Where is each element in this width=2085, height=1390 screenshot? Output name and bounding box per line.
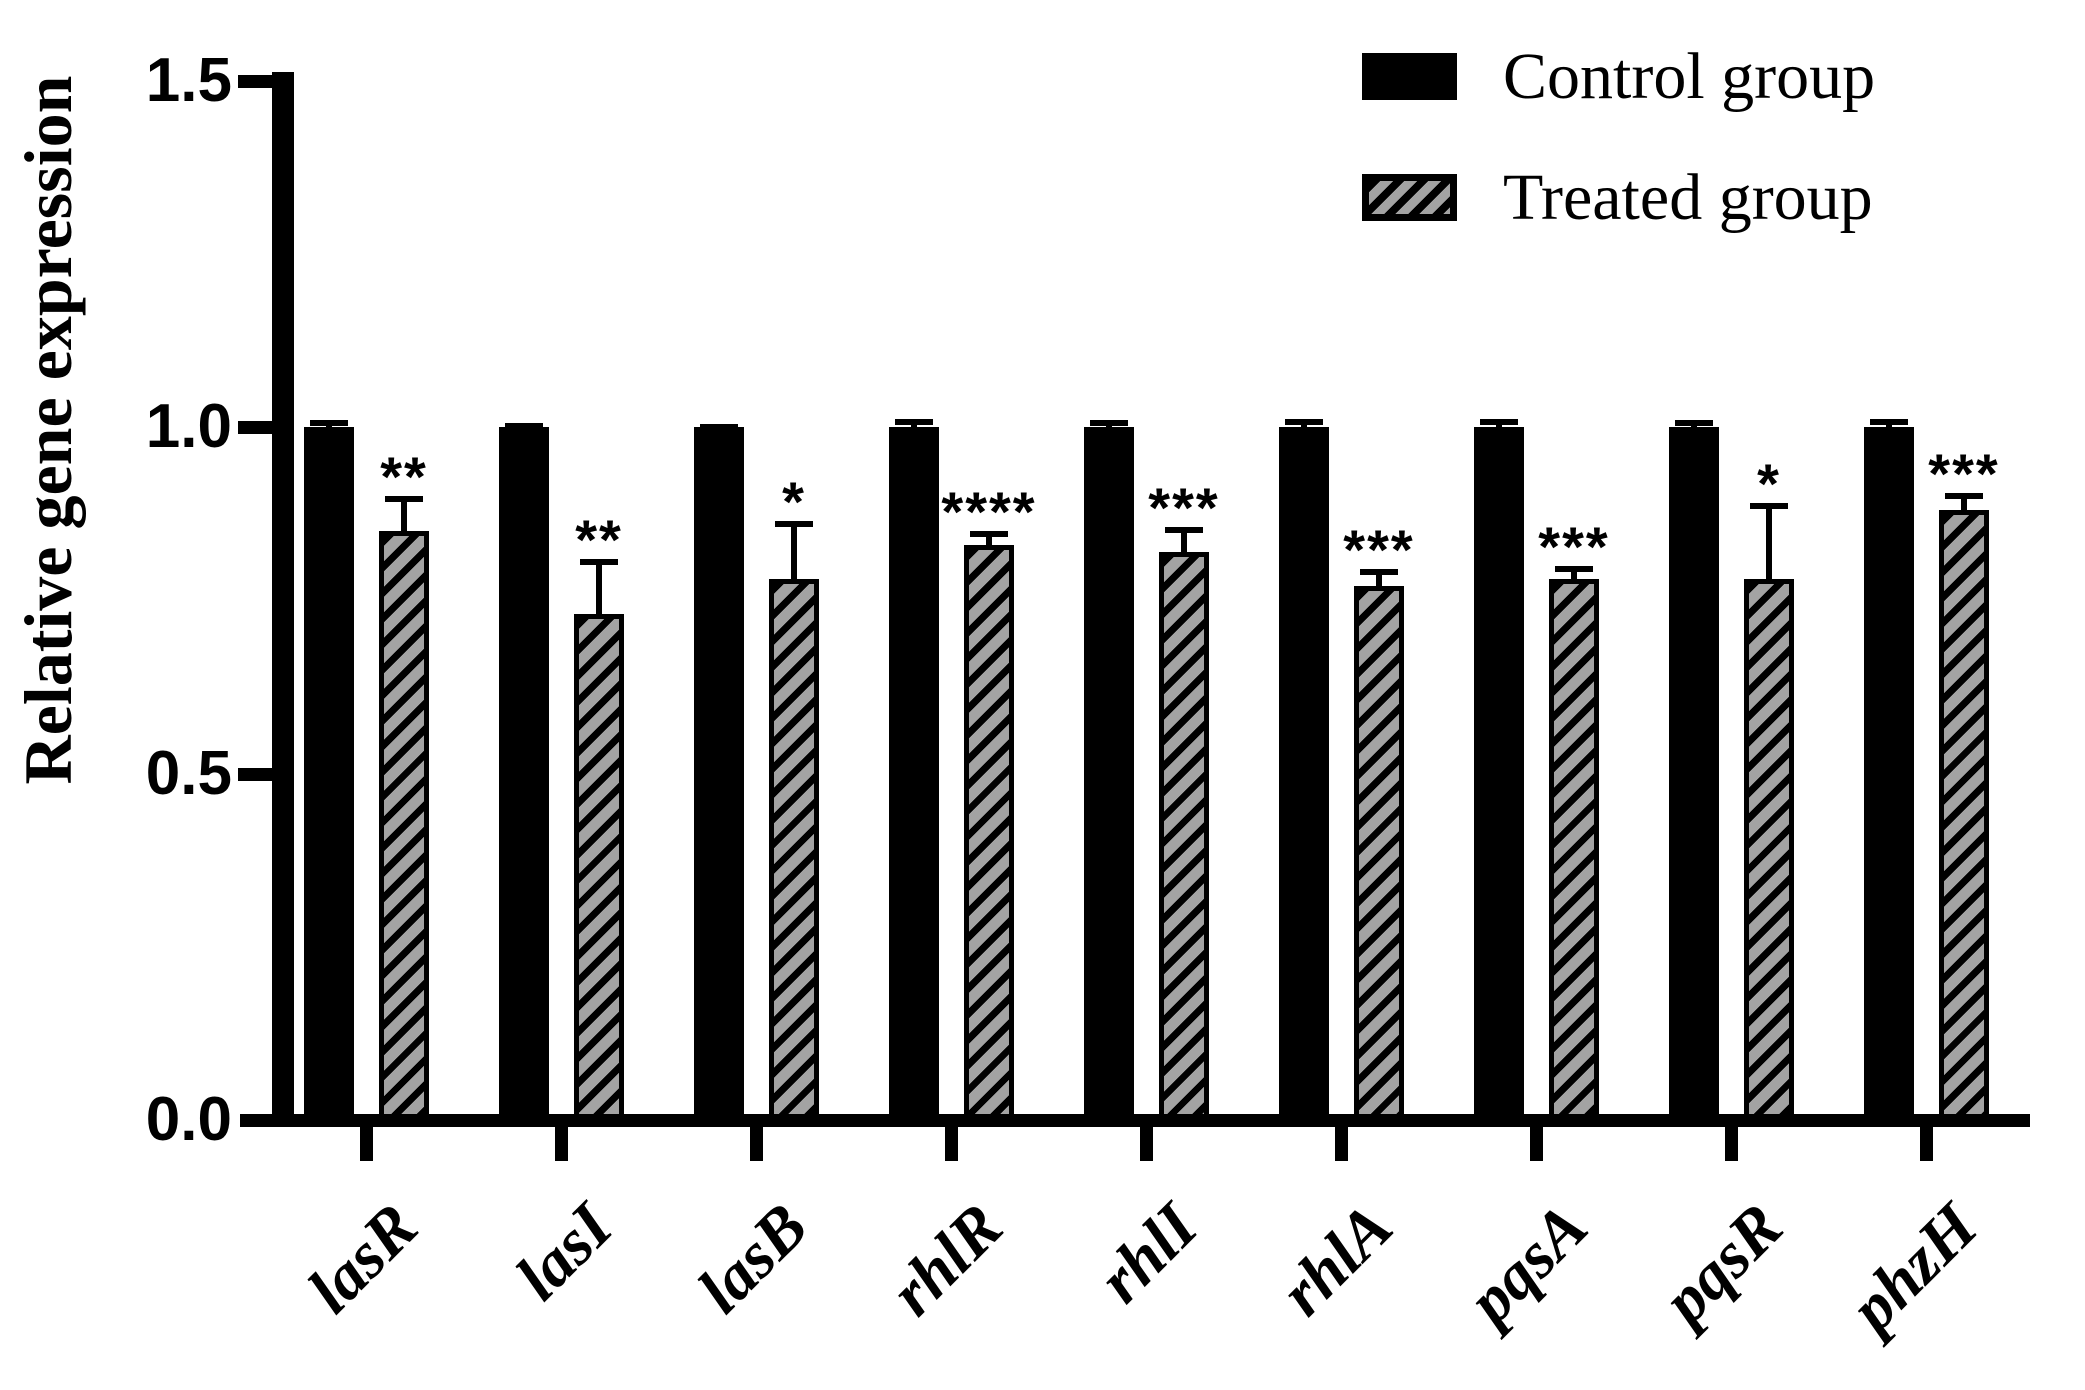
y-tick-label-1.5: 1.5: [145, 45, 232, 115]
bar-control-pqsR: [1669, 427, 1719, 1127]
x-tick-lasB: [750, 1127, 763, 1161]
bar-control-pqsA: [1474, 427, 1524, 1127]
y-tick-label-0.5: 0.5: [145, 738, 232, 808]
error-cap-treated-pqsA: [1555, 565, 1593, 572]
x-tick-phzH: [1920, 1127, 1933, 1161]
legend-label-treated: Treated group: [1503, 161, 1873, 234]
significance-rhlR: ****: [941, 479, 1037, 543]
bar-control-rhlR: [889, 427, 939, 1127]
bar-treated-pqsR: [1744, 579, 1794, 1127]
error-cap-control-rhlA: [1285, 418, 1323, 425]
error-bar-treated-lasI: [596, 558, 602, 617]
significance-pqsA: ***: [1538, 514, 1610, 578]
error-cap-control-lasR: [310, 420, 348, 427]
error-cap-treated-phzH: [1945, 492, 1983, 499]
x-tick-label-lasR: lasR: [294, 1189, 432, 1328]
error-cap-treated-lasI: [580, 558, 618, 565]
error-bar-treated-rhlI: [1181, 527, 1187, 554]
bar-treated-rhlA: [1354, 586, 1404, 1127]
bar-treated-phzH: [1939, 510, 1989, 1127]
bar-control-rhlI: [1084, 427, 1134, 1127]
bar-treated-lasB: [769, 579, 819, 1127]
bar-control-phzH: [1864, 427, 1914, 1127]
error-cap-treated-pqsR: [1750, 503, 1788, 510]
x-tick-rhlI: [1140, 1127, 1153, 1161]
bar-control-lasI: [499, 427, 549, 1127]
error-cap-control-pqsR: [1675, 420, 1713, 427]
x-tick-rhlA: [1335, 1127, 1348, 1161]
error-cap-control-rhlR: [895, 418, 933, 425]
legend-label-control: Control group: [1503, 40, 1876, 113]
error-bar-treated-rhlR: [986, 530, 992, 547]
error-bar-treated-lasR: [401, 496, 407, 533]
x-tick-pqsA: [1530, 1127, 1543, 1161]
x-tick-rhlR: [945, 1127, 958, 1161]
error-cap-control-rhlI: [1090, 420, 1128, 427]
x-axis-line: [240, 1114, 2030, 1127]
error-cap-control-pqsA: [1480, 418, 1518, 425]
x-tick-lasI: [555, 1127, 568, 1161]
error-bar-treated-phzH: [1961, 492, 1967, 513]
y-tick-label-0.0: 0.0: [145, 1085, 232, 1154]
y-tick-0.5: [238, 767, 272, 781]
y-tick-label-1.0: 1.0: [145, 392, 232, 461]
error-cap-treated-rhlI: [1165, 527, 1203, 534]
significance-phzH: ***: [1928, 441, 2000, 505]
error-bar-treated-lasB: [791, 520, 797, 582]
y-axis-line: [272, 72, 294, 1127]
error-bar-treated-pqsA: [1571, 565, 1577, 582]
bar-treated-lasR: [379, 530, 429, 1127]
significance-rhlA: ***: [1343, 518, 1415, 582]
error-cap-treated-rhlA: [1360, 569, 1398, 576]
error-bar-treated-rhlA: [1376, 569, 1382, 589]
legend-swatch-treated: [1362, 174, 1457, 221]
y-tick-1.0: [238, 421, 272, 434]
error-cap-treated-lasB: [775, 520, 813, 527]
error-cap-treated-lasR: [385, 496, 423, 503]
significance-rhlI: ***: [1148, 476, 1220, 540]
x-tick-pqsR: [1725, 1127, 1738, 1161]
y-tick-1.5: [238, 74, 272, 88]
bar-control-rhlA: [1279, 427, 1329, 1127]
bar-treated-lasI: [574, 614, 624, 1127]
bar-treated-rhlR: [964, 544, 1014, 1127]
bar-control-lasB: [694, 427, 744, 1127]
bar-treated-pqsA: [1549, 579, 1599, 1127]
bar-treated-rhlI: [1159, 551, 1209, 1127]
significance-lasB: *: [782, 469, 806, 533]
significance-lasI: **: [575, 507, 623, 571]
legend-row-treated: Treated group: [1362, 161, 1873, 234]
significance-pqsR: *: [1757, 452, 1781, 516]
legend-row-control: Control group: [1362, 40, 1876, 113]
error-cap-control-lasI: [505, 422, 543, 429]
error-bar-treated-pqsR: [1766, 503, 1772, 582]
error-cap-treated-rhlR: [970, 530, 1008, 537]
significance-lasR: **: [380, 445, 428, 509]
legend-swatch-control: [1362, 53, 1457, 100]
x-tick-lasR: [360, 1127, 373, 1161]
error-cap-control-lasB: [700, 423, 738, 430]
bar-control-lasR: [304, 427, 354, 1127]
error-cap-control-phzH: [1870, 418, 1908, 425]
